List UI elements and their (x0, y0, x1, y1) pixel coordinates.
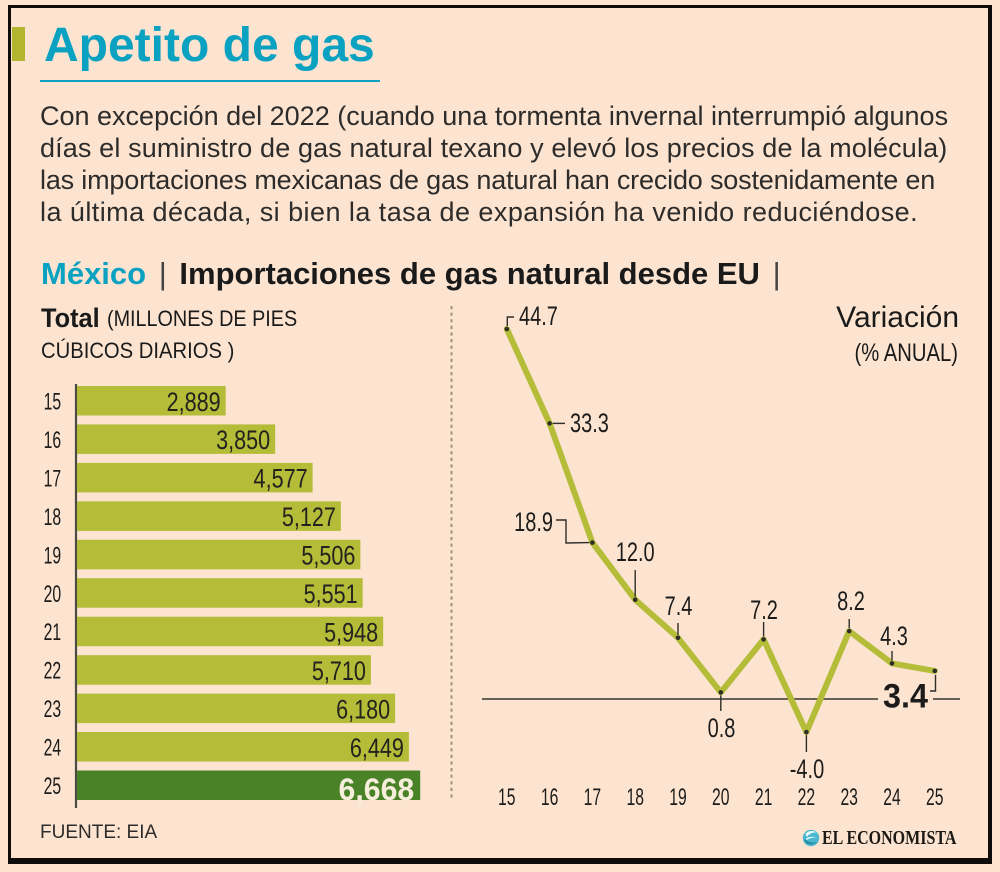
svg-text:5,506: 5,506 (301, 541, 355, 571)
svg-text:6,180: 6,180 (336, 695, 390, 725)
svg-text:22: 22 (44, 659, 61, 685)
svg-text:(MILLONES DE PIES: (MILLONES DE PIES (107, 307, 297, 331)
svg-text:23: 23 (44, 697, 61, 723)
svg-text:7.2: 7.2 (750, 595, 778, 626)
svg-text:20: 20 (712, 785, 729, 811)
svg-text:CÚBICOS DIARIOS ): CÚBICOS DIARIOS ) (41, 339, 234, 363)
svg-text:15: 15 (44, 389, 61, 415)
svg-text:8.2: 8.2 (837, 586, 865, 617)
svg-text:20: 20 (44, 582, 61, 608)
svg-text:21: 21 (44, 620, 61, 646)
svg-text:0.8: 0.8 (708, 713, 736, 744)
svg-text:23: 23 (840, 785, 857, 811)
svg-text:7.4: 7.4 (665, 591, 693, 622)
svg-text:-4.0: -4.0 (790, 754, 824, 785)
svg-text:4,577: 4,577 (254, 464, 308, 494)
svg-text:12.0: 12.0 (616, 537, 655, 568)
svg-text:Variación: Variación (836, 301, 959, 334)
svg-text:17: 17 (584, 785, 601, 811)
svg-text:19: 19 (669, 785, 686, 811)
svg-text:5,710: 5,710 (312, 657, 366, 687)
svg-text:16: 16 (44, 428, 61, 454)
svg-text:25: 25 (44, 774, 61, 800)
svg-text:44.7: 44.7 (519, 301, 558, 332)
svg-text:18: 18 (626, 785, 643, 811)
svg-text:22: 22 (798, 785, 815, 811)
svg-text:5,948: 5,948 (324, 618, 378, 648)
svg-text:3.4: 3.4 (883, 678, 928, 716)
svg-text:21: 21 (755, 785, 772, 811)
svg-text:6,449: 6,449 (350, 734, 404, 764)
svg-text:3,850: 3,850 (216, 426, 270, 456)
svg-text:15: 15 (498, 785, 515, 811)
svg-text:4.3: 4.3 (880, 621, 908, 652)
svg-text:2,889: 2,889 (167, 388, 221, 418)
svg-text:24: 24 (44, 735, 61, 761)
svg-text:24: 24 (883, 785, 900, 811)
svg-text:16: 16 (541, 785, 558, 811)
svg-text:5,127: 5,127 (282, 503, 336, 533)
svg-text:(% ANUAL): (% ANUAL) (855, 338, 958, 367)
svg-text:18.9: 18.9 (514, 507, 553, 538)
svg-text:25: 25 (926, 785, 943, 811)
svg-text:19: 19 (44, 543, 61, 569)
svg-text:6,668: 6,668 (339, 771, 415, 807)
svg-text:17: 17 (44, 466, 61, 492)
svg-text:EL ECONOMISTA: EL ECONOMISTA (822, 828, 956, 848)
svg-text:Total: Total (41, 302, 100, 333)
svg-text:33.3: 33.3 (570, 408, 609, 439)
svg-text:5,551: 5,551 (304, 580, 358, 610)
svg-text:18: 18 (44, 505, 61, 531)
